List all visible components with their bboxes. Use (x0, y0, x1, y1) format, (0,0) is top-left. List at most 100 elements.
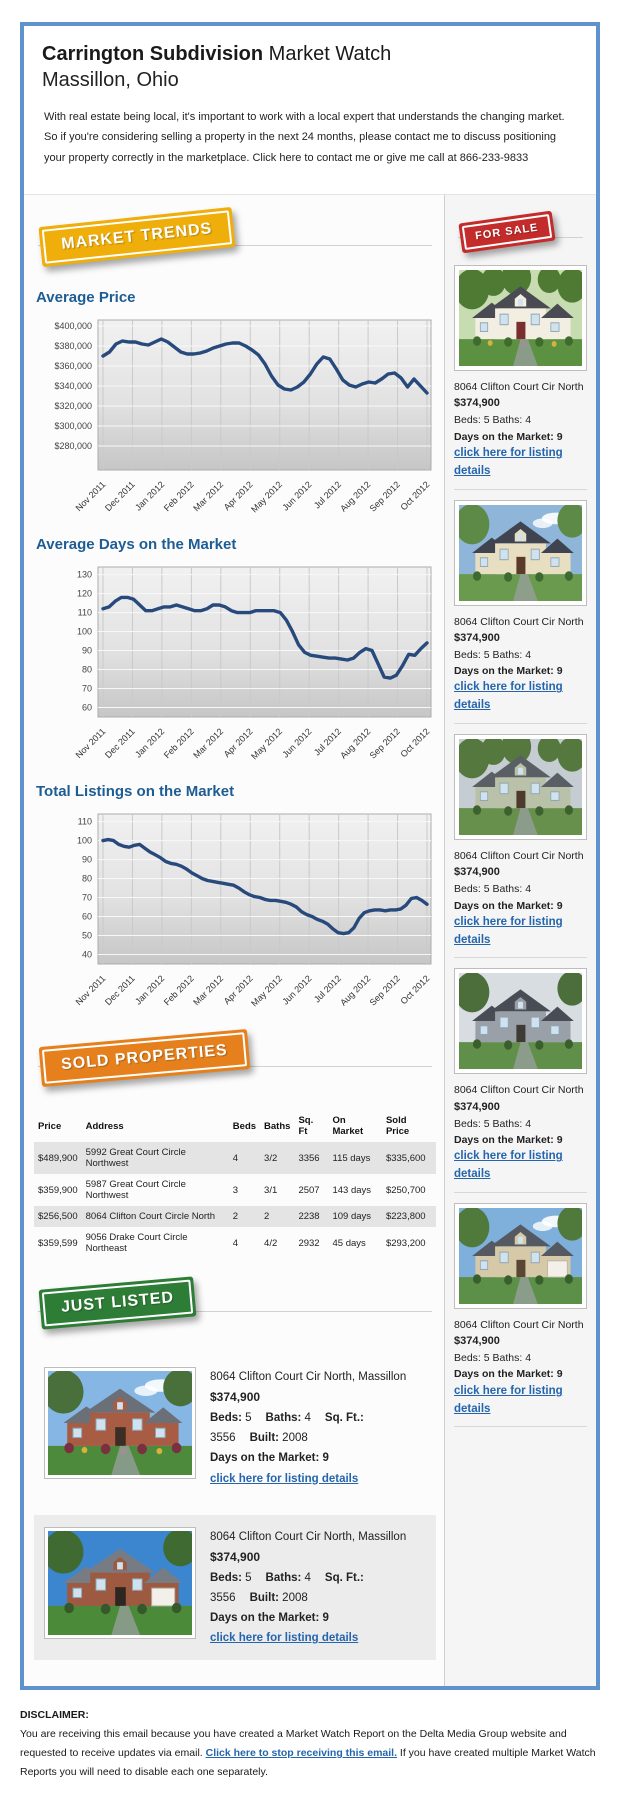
svg-text:Oct 2012: Oct 2012 (399, 973, 432, 1006)
sold-table-cell: 143 days (332, 1184, 372, 1196)
sold-column-header: Address (85, 1120, 124, 1132)
sold-table-cell: $335,600 (385, 1152, 426, 1164)
svg-text:$340,000: $340,000 (54, 381, 92, 391)
listing-details-link[interactable]: click here for listing details (454, 446, 563, 477)
spec-value: 2008 (278, 1591, 308, 1604)
listing-specs: Beds: 5 Baths: 4 Sq. Ft.: 3556 Built: 2008 (210, 1568, 426, 1608)
svg-text:Aug 2012: Aug 2012 (338, 726, 372, 760)
sold-table-cell: 8064 Clifton Court Circle North (85, 1211, 215, 1223)
svg-text:Nov 2011: Nov 2011 (74, 973, 108, 1007)
listing-address: 8064 Clifton Court Cir North (454, 1084, 584, 1097)
listing-price: $374,900 (454, 631, 500, 644)
listing-details-link[interactable]: click here for listing details (210, 1632, 359, 1645)
sold-table-cell: 4/2 (264, 1237, 278, 1249)
listing-details-link[interactable]: click here for listing details (454, 1150, 563, 1181)
sold-column-header: Sq. Ft (298, 1115, 314, 1138)
divider-line (38, 245, 432, 247)
listing-details-link[interactable]: click here for listing details (454, 681, 563, 712)
sold-table-cell: 5992 Great Court Circle Northwest (85, 1147, 186, 1170)
just-listed-badge-label: JUST LISTED (41, 1279, 194, 1327)
listing-days-on-market: Days on the Market: 9 (454, 899, 563, 912)
listing-days-on-market: Days on the Market: 9 (454, 1368, 563, 1381)
svg-text:Aug 2012: Aug 2012 (338, 973, 372, 1007)
listing-photo-frame (44, 1367, 196, 1489)
spec-value: 4 (301, 1412, 311, 1425)
sold-column-header: Sold Price (385, 1115, 410, 1138)
sold-table-row: $256,500 8064 Clifton Court Circle North 2… (34, 1206, 436, 1228)
disclaimer-heading: DISCLAIMER: (20, 1709, 89, 1722)
listing-beds-baths: Beds: 5 Baths: 4 (454, 1352, 532, 1365)
listing-details-link[interactable]: click here for listing details (454, 1384, 563, 1415)
spec-label: Beds: (210, 1412, 242, 1425)
listing-beds-baths: Beds: 5 Baths: 4 (454, 1117, 532, 1130)
listing-address: 8064 Clifton Court Cir North, Massillon (210, 1371, 407, 1384)
svg-text:Jun 2012: Jun 2012 (280, 479, 313, 512)
svg-text:70: 70 (82, 684, 92, 694)
listing-address: 8064 Clifton Court Cir North (454, 615, 584, 628)
listing-price: $374,900 (454, 1335, 500, 1348)
page-title: Carrington Subdivision Market Watch (42, 42, 578, 67)
listing-beds-baths: Beds: 5 Baths: 4 (454, 883, 532, 896)
spec-label: Built: (249, 1591, 279, 1604)
just-listed-badge: JUST LISTED (38, 1276, 197, 1330)
report-header: Carrington Subdivision Market Watch Mass… (24, 26, 596, 195)
sold-properties-badge-row: SOLD PROPERTIES (34, 1028, 436, 1096)
house-photo (459, 270, 582, 367)
svg-text:Dec 2011: Dec 2011 (103, 479, 137, 513)
svg-text:110: 110 (78, 817, 92, 827)
listing-photo-frame (454, 499, 587, 606)
svg-text:70: 70 (82, 893, 92, 903)
just-listed-list: 8064 Clifton Court Cir North, Massillon … (34, 1355, 436, 1661)
for-sale-listing: 8064 Clifton Court Cir North $374,900 Be… (454, 733, 587, 959)
spec-label: Baths: (265, 1571, 302, 1584)
spec-value: 3556 (210, 1591, 236, 1604)
market-trends-badge-row: MARKET TRENDS (34, 207, 436, 275)
listing-address: 8064 Clifton Court Cir North, Massillon (210, 1530, 407, 1543)
market-trends-badge: MARKET TRENDS (38, 207, 236, 268)
listing-details-link[interactable]: click here for listing details (454, 915, 563, 946)
svg-text:80: 80 (82, 665, 92, 675)
listing-details-link[interactable]: click here for listing details (210, 1472, 359, 1485)
just-listed-item: 8064 Clifton Court Cir North, Massillon … (34, 1355, 436, 1501)
sold-column-header: Beds (232, 1120, 257, 1132)
spec-label: Sq. Ft.: (324, 1571, 364, 1584)
svg-text:May 2012: May 2012 (249, 479, 284, 514)
svg-text:60: 60 (82, 912, 92, 922)
disclaimer: DISCLAIMER: You are receiving this email… (20, 1706, 598, 1782)
for-sale-badge-label: FOR SALE (461, 214, 552, 251)
svg-text:$400,000: $400,000 (54, 321, 92, 331)
svg-text:Jan 2012: Jan 2012 (133, 973, 166, 1006)
for-sale-listing: 8064 Clifton Court Cir North $374,900 Be… (454, 499, 587, 724)
sold-table-cell: 9056 Drake Court Circle Northeast (85, 1232, 188, 1255)
svg-text:$320,000: $320,000 (54, 401, 92, 411)
listing-address: 8064 Clifton Court Cir North (454, 381, 584, 394)
house-photo (459, 738, 582, 835)
svg-text:$380,000: $380,000 (54, 341, 92, 351)
svg-text:Mar 2012: Mar 2012 (191, 726, 225, 760)
listing-text: 8064 Clifton Court Cir North, Massillon … (210, 1527, 426, 1649)
for-sale-listing: 8064 Clifton Court Cir North $374,900 Be… (454, 265, 587, 490)
sold-properties-table: Price Address Beds Baths Sq. Ft On Market Sold… (34, 1110, 436, 1259)
svg-text:Feb 2012: Feb 2012 (162, 479, 196, 513)
listing-text: 8064 Clifton Court Cir North $374,900 Be… (454, 1317, 587, 1418)
for-sale-list: 8064 Clifton Court Cir North $374,900 Be… (454, 265, 587, 1428)
listing-days-on-market: Days on the Market: 9 (454, 1134, 563, 1147)
sold-table-cell: 3 (232, 1184, 239, 1196)
sold-table-cell: $489,900 (38, 1152, 78, 1164)
spec-label: Baths: (265, 1412, 302, 1425)
listing-beds-baths: Beds: 5 Baths: 4 (454, 648, 532, 661)
average-price-chart: $400,000 $380,000 $360,000 $340,000 $320,000… (34, 314, 436, 522)
svg-text:Aug 2012: Aug 2012 (338, 479, 372, 513)
svg-text:May 2012: May 2012 (249, 973, 284, 1008)
listing-days-on-market: Days on the Market: 9 (454, 430, 563, 443)
unsubscribe-link[interactable]: Click here to stop receiving this email. (205, 1747, 398, 1760)
listing-price: $374,900 (454, 866, 500, 879)
subdivision-name: Carrington Subdivision (42, 43, 264, 65)
divider-line (38, 1311, 432, 1313)
total-listings-heading: Total Listings on the Market (36, 783, 235, 801)
sold-table-cell: 45 days (332, 1237, 366, 1249)
sold-table-cell: $256,500 (38, 1211, 78, 1223)
listing-price: $374,900 (454, 1100, 500, 1113)
for-sale-badge: FOR SALE (458, 210, 556, 254)
listing-text: 8064 Clifton Court Cir North $374,900 Be… (454, 379, 587, 480)
